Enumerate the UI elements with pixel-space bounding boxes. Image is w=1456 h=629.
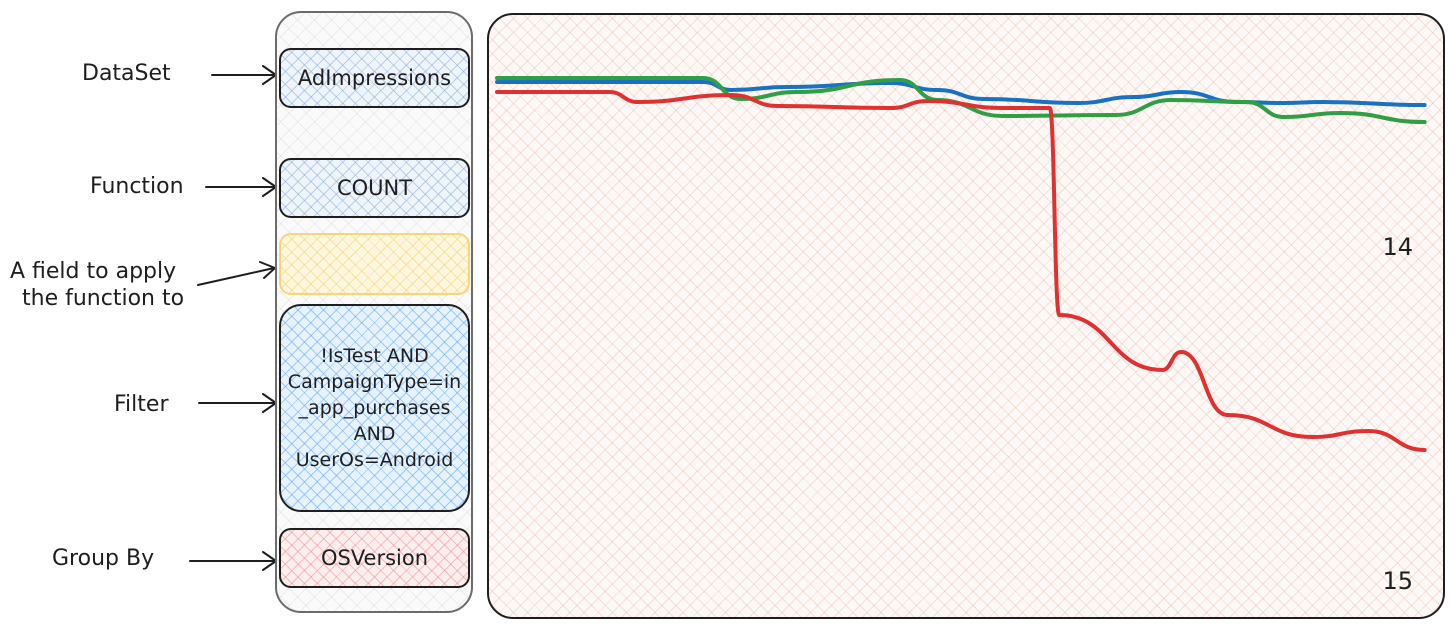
filter-box[interactable]: !IsTest AND CampaignType=in _app_purchas… (279, 304, 470, 512)
dataset-arrow (211, 65, 277, 85)
function-arrow (205, 177, 277, 197)
series-line-red (495, 89, 1427, 452)
group-by-arrow (189, 551, 277, 571)
filter-line: CampaignType=in (287, 371, 462, 393)
field-label-line2: the function to (22, 286, 185, 311)
field-box[interactable] (279, 233, 470, 295)
filter-line: AND (353, 423, 396, 445)
dataset-box[interactable]: AdImpressions (279, 48, 470, 108)
group-by-box[interactable]: OSVersion (279, 528, 470, 588)
filter-label: Filter (114, 392, 169, 417)
function-box[interactable]: COUNT (279, 158, 470, 218)
field-label-line1: A field to apply (10, 259, 177, 284)
dataset-label: DataSet (82, 61, 171, 86)
series-label-14: 14 (1382, 233, 1413, 261)
filter-line: _app_purchases (298, 397, 451, 419)
group-by-label: Group By (52, 546, 155, 571)
function-label: Function (90, 174, 184, 199)
filter-arrow (198, 393, 277, 413)
field-arrow (197, 261, 276, 286)
chart-plot (495, 76, 1427, 452)
series-line-green (495, 76, 1427, 124)
function-value: COUNT (336, 176, 413, 200)
group-by-value: OSVersion (320, 546, 429, 570)
filter-line: UserOs=Android (295, 449, 454, 471)
dataset-value: AdImpressions (297, 66, 452, 90)
result-chart: 14 15 (487, 13, 1445, 619)
series-label-15: 15 (1382, 567, 1413, 595)
filter-line: !IsTest AND (320, 345, 429, 367)
